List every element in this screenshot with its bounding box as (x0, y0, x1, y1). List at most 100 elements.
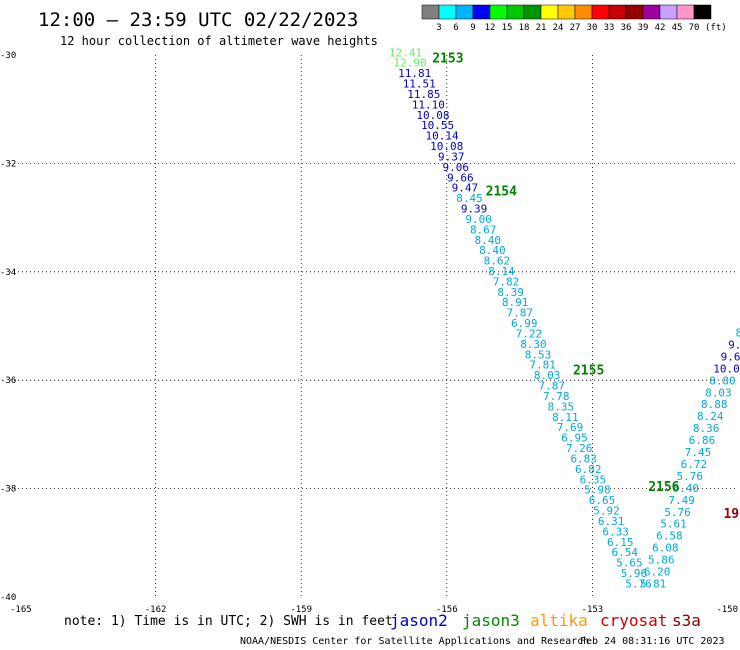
wave-height-label: 6.72 (681, 458, 708, 471)
wave-height-label: 9.39 (461, 203, 488, 216)
wave-height-label: 8.35 (548, 400, 575, 413)
wave-height-label: 6.20 (644, 566, 671, 579)
pass-time-label: 2155 (573, 363, 604, 378)
wave-height-label: 9.6 (721, 350, 740, 363)
pass-time-label: 2154 (486, 185, 517, 200)
wave-height-label: 7.49 (668, 494, 695, 507)
wave-height-label: 8.03 (534, 369, 561, 382)
wave-height-label: 12.90 (394, 57, 427, 70)
altimeter-track-b: 889.9.610.08.808.038.888.248.366.867.456… (640, 315, 740, 591)
scale-label: 12 (485, 23, 496, 33)
lon-tick-label: -153 (582, 605, 604, 615)
scale-label: 6 (453, 23, 458, 33)
footer-timestamp: Feb 24 08:31:16 UTC 2023 (580, 636, 725, 647)
wave-height-label: 5.76 (677, 470, 704, 483)
wave-height-label: 8.14 (488, 265, 515, 278)
satellite-legend-item: jason3 (462, 611, 520, 630)
scale-swatch (421, 4, 440, 20)
scale-label: 21 (536, 23, 547, 33)
axis-ticks: -165 -162 -159 -156 -153 -150 -30 -32 -34 -36 -38 -… (0, 51, 738, 615)
wave-height-label: 6.33 (602, 525, 629, 538)
wave-height-label: 5.76 (664, 506, 691, 519)
wave-height-label: 6.95 (561, 432, 588, 445)
color-scale: 3 6 9 12 15 18 21 24 27 30 33 36 39 42 45 70 (421, 4, 712, 33)
wave-height-label: 8.80 (709, 374, 736, 387)
wave-height-label: 10.55 (421, 119, 454, 132)
scale-swatch (642, 4, 661, 20)
wave-height-label: 11.51 (403, 78, 436, 91)
wave-height-label: 7.69 (557, 421, 584, 434)
wave-height-label: 8.36 (693, 422, 720, 435)
wave-height-label: 8.62 (484, 255, 511, 268)
wave-height-label: 8.03 (705, 386, 732, 399)
map-grid (10, 55, 738, 597)
scale-swatch (608, 4, 627, 20)
lon-tick-label: -150 (716, 605, 738, 615)
wave-height-label: 6.15 (607, 536, 634, 549)
wave-height-label: 5.61 (660, 518, 687, 531)
wave-height-label: 10.14 (426, 130, 459, 143)
wave-height-label: 10.0 (713, 362, 740, 375)
page-subtitle: 12 hour collection of altimeter wave hei… (60, 34, 378, 48)
wave-height-label: 8.40 (479, 244, 506, 257)
wave-height-label: 11.10 (412, 98, 445, 111)
wave-height-label: 6.31 (598, 515, 625, 528)
wave-height-label: 9.66 (447, 171, 474, 184)
wave-height-label: 8.24 (697, 410, 724, 423)
wave-height-label: 7.87 (538, 380, 565, 393)
satellite-legend-item: cryosat (600, 611, 667, 630)
satellite-legend-item: jason2 (390, 611, 448, 630)
wave-height-label: 8.53 (525, 348, 552, 361)
wave-height-label: 6.08 (652, 542, 679, 555)
wave-height-label: 11.81 (398, 67, 431, 80)
scale-swatch (455, 4, 474, 20)
scale-swatch (438, 4, 457, 20)
footer-credit: NOAA/NESDIS Center for Satellite Applica… (240, 636, 589, 647)
scale-label: 36 (621, 23, 632, 33)
wave-height-label: 5.76 (625, 577, 652, 590)
altimeter-track-a: 12.4112.9011.8111.5111.8511.1010.0810.55… (389, 46, 652, 590)
scale-label: 27 (570, 23, 581, 33)
scale-label: 42 (655, 23, 666, 33)
wave-height-label: 11.85 (407, 88, 440, 101)
wave-height-label: 8.39 (497, 286, 524, 299)
wave-height-label: 8 (735, 327, 740, 340)
wave-height-label: 6.54 (612, 546, 639, 559)
scale-swatch (659, 4, 678, 20)
wave-height-label: 6.65 (589, 494, 616, 507)
page-title: 12:00 – 23:59 UTC 02/22/2023 (38, 9, 358, 31)
pass-time-labels: 2153 2154 2155 2156 19 (432, 52, 739, 522)
wave-height-label: 6.35 (580, 473, 607, 486)
wave-height-label: 8.30 (520, 338, 547, 351)
legend-note: note: 1) Time is in UTC; 2) SWH is in fe… (64, 614, 393, 629)
scale-label: 18 (519, 23, 530, 33)
wave-height-label: 7.26 (566, 442, 593, 455)
wave-height-label: 8.88 (701, 398, 728, 411)
scale-label: 45 (672, 23, 683, 33)
wave-height-label: 7.82 (493, 275, 520, 288)
scale-swatch (625, 4, 644, 20)
wave-height-label: 5.86 (648, 554, 675, 567)
satellite-legend: jason2 jason3 altika cryosat s3a (390, 611, 701, 630)
lon-tick-label: -165 (10, 605, 32, 615)
wave-height-label: 9.06 (443, 161, 470, 174)
wave-height-label: 6.82 (575, 463, 602, 476)
lat-tick-label: -36 (0, 376, 16, 386)
scale-swatch (540, 4, 559, 20)
wave-height-label: 8.91 (502, 296, 529, 309)
wave-height-label: 8.40 (475, 234, 502, 247)
scale-label: 33 (604, 23, 615, 33)
wave-height-label: 6.40 (672, 482, 699, 495)
lon-tick-label: -159 (290, 605, 312, 615)
wave-height-label: 10.08 (416, 109, 449, 122)
scale-swatch (574, 4, 593, 20)
wave-height-label: 8.67 (470, 223, 497, 236)
wave-height-label: 5.92 (593, 505, 620, 518)
pass-time-label: 2153 (432, 52, 463, 67)
scale-label: 24 (553, 23, 564, 33)
scale-swatch (472, 4, 491, 20)
scale-swatch (557, 4, 576, 20)
wave-height-label: 9.37 (438, 150, 465, 163)
pass-time-label: 19 (723, 507, 739, 522)
wave-height-label: 8.45 (456, 192, 483, 205)
